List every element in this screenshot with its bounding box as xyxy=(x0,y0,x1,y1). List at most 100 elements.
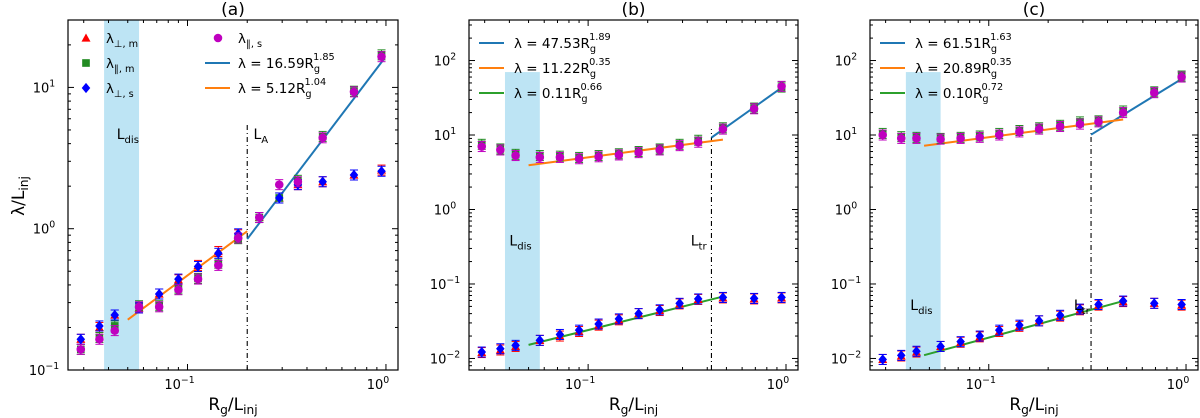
dissipation-label-sub: dis xyxy=(125,135,139,146)
legend-entry-base: λ = 20.89R xyxy=(915,61,991,77)
legend: λ⊥, mλ∥, mλ⊥, sλ∥, sλ = 16.59Rg1.85λ = 5… xyxy=(81,31,335,100)
x-tick-label-base: 10 xyxy=(164,378,181,393)
x-axis-label-mid: /L xyxy=(228,395,244,415)
x-tick-label: 100 xyxy=(367,375,390,393)
legend: λ = 61.51Rg1.63λ = 20.89Rg0.35λ = 0.10Rg… xyxy=(880,32,1012,105)
data-point xyxy=(975,330,985,342)
y-tick-label-exp: −1 xyxy=(847,275,861,286)
fit-line-2 xyxy=(127,230,248,321)
transition-label-sub: tr xyxy=(1082,306,1091,317)
legend-entry-sub: g xyxy=(991,69,997,80)
data-point xyxy=(634,308,643,319)
y-tick-label-base: 10 xyxy=(33,81,50,96)
data-point xyxy=(477,346,487,358)
data-point xyxy=(174,273,183,285)
fit-line-1 xyxy=(246,58,386,240)
panel-title: (b) xyxy=(621,0,645,20)
y-tick-label: 10−2 xyxy=(430,349,460,367)
series-circle xyxy=(878,71,1186,145)
dissipation-label: Ldis xyxy=(117,127,139,146)
data-point xyxy=(174,285,183,294)
y-tick-label-base: 10 xyxy=(29,364,46,379)
x-tick-label: 100 xyxy=(767,375,790,393)
data-point xyxy=(511,151,520,160)
series-circle xyxy=(76,51,386,355)
x-axis-label-base: R xyxy=(609,395,621,415)
data-point xyxy=(214,261,223,270)
data-point xyxy=(293,177,303,187)
legend-entry: λ = 20.89Rg0.35 xyxy=(915,57,1012,80)
data-point xyxy=(1075,303,1085,315)
legend-entry-base: λ xyxy=(238,31,246,47)
data-point xyxy=(878,354,887,365)
data-point xyxy=(349,87,359,97)
legend-entry-sup: 1.89 xyxy=(589,32,611,43)
legend-entry-sub: ⊥, s xyxy=(114,89,134,100)
data-point xyxy=(555,329,565,340)
y-tick-label-exp: −2 xyxy=(847,349,861,360)
legend-entry-sup: 0.72 xyxy=(982,82,1004,93)
data-point xyxy=(318,176,327,187)
x-axis-label-sub: inj xyxy=(644,403,659,417)
legend-entry-sub: g xyxy=(590,44,596,55)
y-tick-label-base: 10 xyxy=(434,55,451,70)
x-tick-label-base: 10 xyxy=(1167,378,1184,393)
y-tick-label-base: 10 xyxy=(835,129,852,144)
x-tick-label-exp: 0 xyxy=(783,375,789,386)
data-point xyxy=(110,309,120,321)
legend-entry: λ = 0.10Rg0.72 xyxy=(915,82,1003,105)
y-tick-label-base: 10 xyxy=(835,55,852,70)
data-point xyxy=(1034,315,1044,327)
legend-marker xyxy=(81,33,91,42)
data-point xyxy=(318,133,327,143)
data-point xyxy=(1055,122,1065,131)
legend-entry-base: λ xyxy=(106,81,114,97)
legend-entry-sup: 0.66 xyxy=(581,82,603,93)
transition-label-sub: tr xyxy=(699,241,708,252)
y-tick-label: 101 xyxy=(835,126,858,144)
data-point xyxy=(655,145,664,155)
x-tick-label-base: 10 xyxy=(966,378,983,393)
data-point xyxy=(878,130,887,140)
y-tick-label-base: 10 xyxy=(434,203,451,218)
data-point xyxy=(1094,299,1103,310)
data-point xyxy=(718,292,728,303)
axes-frame xyxy=(468,19,799,371)
legend-entry-base: λ = 47.53R xyxy=(514,36,590,52)
x-tick-label: 10−1 xyxy=(966,375,996,393)
x-axis-label-mid: /L xyxy=(628,395,644,415)
dissipation-label-base: L xyxy=(117,127,125,143)
legend-entry-base: λ xyxy=(106,31,114,47)
y-tick-label: 100 xyxy=(434,200,457,218)
legend-entry: λ∥, m xyxy=(106,56,135,75)
legend-entry: λ⊥, m xyxy=(106,31,138,50)
x-axis-label-sub: g xyxy=(1021,403,1029,417)
data-point xyxy=(349,169,359,181)
data-point xyxy=(594,318,603,330)
legend-entry-sub: ∥, m xyxy=(114,64,135,75)
y-axis-label: λ/Linj xyxy=(9,176,31,216)
fit-line-3 xyxy=(923,300,1124,357)
data-point xyxy=(193,274,203,284)
y-tick-label-base: 10 xyxy=(430,352,447,367)
dissipation-band xyxy=(905,72,941,370)
y-tick-label: 10−2 xyxy=(831,349,861,367)
series-circle xyxy=(477,80,786,165)
legend-entry: λ = 61.51Rg1.63 xyxy=(915,32,1012,55)
data-point xyxy=(1075,119,1085,129)
data-point xyxy=(956,134,965,143)
data-point xyxy=(1015,319,1024,331)
legend-entry-base: λ = 16.59R xyxy=(238,56,314,72)
data-point xyxy=(975,133,985,142)
y-tick-label: 100 xyxy=(835,200,858,218)
data-point xyxy=(1177,72,1186,82)
data-point xyxy=(777,292,786,303)
x-tick-label-exp: −1 xyxy=(982,375,996,386)
fit-line-1 xyxy=(1090,76,1184,136)
plot-area xyxy=(76,20,387,370)
legend-entry: λ∥, s xyxy=(238,31,262,50)
data-point xyxy=(675,141,684,150)
data-point xyxy=(614,313,624,325)
x-tick-label: 10−1 xyxy=(164,375,194,393)
